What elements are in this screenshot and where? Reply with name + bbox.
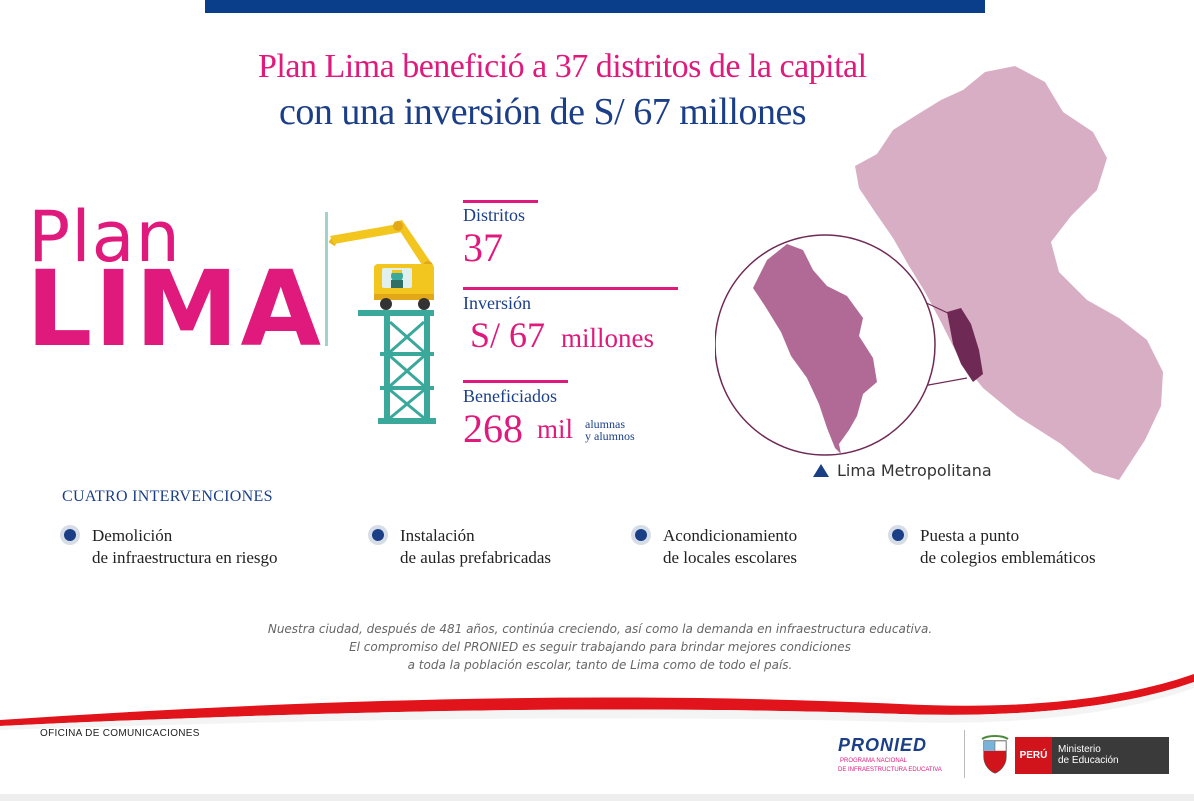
top-bar bbox=[205, 0, 985, 13]
stat-value-inversion: S/ 67 bbox=[470, 315, 546, 355]
lima-wordmark: LIMA bbox=[26, 248, 323, 370]
stat-label-distritos: Distritos bbox=[463, 205, 526, 225]
intervention-line-2: de colegios emblemáticos bbox=[920, 548, 1096, 567]
map-legend: Lima Metropolitana bbox=[813, 461, 992, 480]
intervention-line-1: Demolición bbox=[92, 526, 173, 545]
pronied-logo: PRONIED PROGRAMA NACIONAL DE INFRAESTRUC… bbox=[838, 735, 942, 774]
stat-label-beneficiados: Beneficiados bbox=[463, 386, 557, 406]
pronied-sub-1: PROGRAMA NACIONAL bbox=[840, 758, 908, 764]
headline-line-2: con una inversión de S/ 67 millones bbox=[279, 91, 807, 133]
headline-line-1: Plan Lima benefició a 37 distritos de la… bbox=[258, 48, 867, 85]
stat-detail-beneficiados-2: y alumnos bbox=[585, 429, 635, 443]
logo-divider bbox=[964, 730, 965, 778]
bullet-icon bbox=[631, 525, 651, 545]
stat-value-distritos: 37 bbox=[463, 225, 503, 270]
pronied-name: PRONIED bbox=[838, 735, 928, 755]
bullet-icon bbox=[60, 525, 80, 545]
stat-unit-beneficiados: mil bbox=[537, 414, 574, 444]
ministerio-line-1: Ministerio bbox=[1058, 744, 1101, 755]
plan-wordmark: Plan bbox=[28, 196, 181, 278]
intervention-line-1: Instalación bbox=[400, 526, 475, 545]
bottom-strip bbox=[0, 794, 1194, 801]
peru-map bbox=[715, 66, 1163, 480]
pronied-sub-2: DE INFRAESTRUCTURA EDUCATIVA bbox=[838, 767, 942, 773]
triangle-icon bbox=[813, 464, 829, 477]
intervention-item: Demolición de infraestructura en riesgo bbox=[60, 525, 278, 569]
intervention-line-2: de locales escolares bbox=[663, 548, 798, 567]
map-legend-label: Lima Metropolitana bbox=[837, 461, 992, 480]
interventions-title: CUATRO INTERVENCIONES bbox=[62, 488, 273, 505]
stat-unit-inversion: millones bbox=[561, 323, 654, 353]
national-shield-icon bbox=[981, 735, 1009, 774]
lima-metropolitana-shape bbox=[753, 244, 877, 454]
bullet-icon bbox=[888, 525, 908, 545]
stat-rule-distritos bbox=[463, 200, 538, 203]
ministerio-logo: Ministerio de Educación bbox=[1052, 737, 1169, 774]
intervention-item: Puesta a punto de colegios emblemáticos bbox=[888, 525, 1096, 569]
office-label: OFICINA DE COMUNICACIONES bbox=[40, 728, 200, 739]
footnote: Nuestra ciudad, después de 481 años, con… bbox=[200, 620, 1000, 674]
crane-truck-icon bbox=[328, 220, 436, 424]
stat-detail-beneficiados-1: alumnas bbox=[585, 417, 625, 431]
intervention-line-2: de infraestructura en riesgo bbox=[92, 548, 278, 567]
intervention-line-1: Acondicionamiento bbox=[663, 526, 798, 545]
divider-line bbox=[325, 212, 328, 346]
footnote-line-1: Nuestra ciudad, después de 481 años, con… bbox=[267, 622, 933, 636]
intervention-line-1: Puesta a punto bbox=[920, 526, 1020, 545]
intervention-item: Acondicionamiento de locales escolares bbox=[631, 525, 797, 569]
ministerio-line-2: de Educación bbox=[1058, 755, 1119, 766]
peru-label: PERÚ bbox=[1015, 737, 1052, 774]
intervention-line-2: de aulas prefabricadas bbox=[400, 548, 552, 567]
stat-rule-beneficiados bbox=[463, 380, 568, 383]
bullet-icon bbox=[368, 525, 388, 545]
lima-region-highlight bbox=[947, 308, 983, 382]
footnote-line-3: a toda la población escolar, tanto de Li… bbox=[407, 658, 793, 672]
stat-value-beneficiados: 268 bbox=[463, 406, 523, 451]
footnote-line-2: El compromiso del PRONIED es seguir trab… bbox=[349, 640, 851, 654]
stat-rule-inversion bbox=[463, 287, 678, 290]
intervention-item: Instalación de aulas prefabricadas bbox=[368, 525, 551, 569]
red-swoosh bbox=[0, 674, 1194, 730]
peru-silhouette bbox=[855, 66, 1163, 480]
stat-label-inversion: Inversión bbox=[463, 293, 531, 313]
